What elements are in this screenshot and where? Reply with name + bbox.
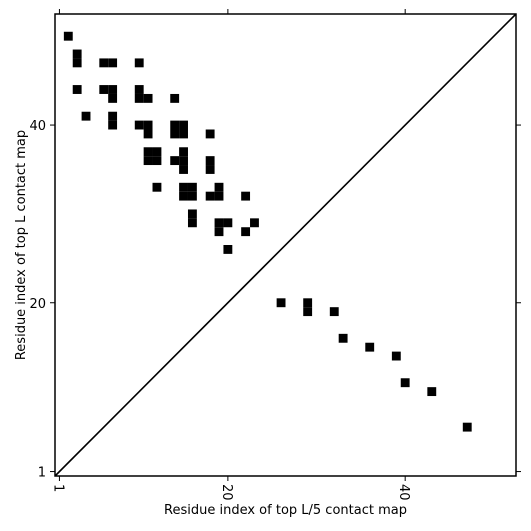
contact-point-upper [72,58,82,68]
x-axis-label: Residue index of top L/5 contact map [164,503,407,518]
contact-point-upper [205,165,215,174]
contact-point-upper [179,165,188,174]
y-tick-label: 40 [29,119,46,134]
contact-point-upper [81,111,91,121]
contact-point-upper [152,156,162,166]
contact-point-upper [187,218,197,228]
x-tick-label: 1 [50,484,65,492]
contact-point-upper [143,120,153,130]
contact-point-upper [179,182,188,192]
contact-point-lower [427,387,437,397]
contact-point-upper [187,182,197,192]
contact-point-upper [179,191,188,201]
contact-point-upper [179,129,188,139]
contact-point-upper [170,129,180,139]
contact-point-upper [134,120,144,130]
contact-point-upper [214,182,224,192]
contact-point-upper [63,31,73,41]
contact-point-upper [250,218,259,228]
contact-point-upper [241,227,251,237]
contact-point-upper [108,93,118,103]
contact-point-upper [179,156,188,166]
contact-point-upper [143,129,153,139]
contact-point-lower [338,333,348,343]
contact-point-upper [99,58,109,68]
contact-point-upper [134,93,144,103]
contact-point-upper [205,129,215,139]
contact-point-upper [108,85,118,94]
contact-point-lower [303,298,313,308]
contact-point-upper [152,147,162,157]
contact-point-upper [134,85,144,94]
contact-point-upper [214,191,224,201]
contact-point-upper [143,156,153,166]
contact-point-upper [214,227,224,237]
contact-point-upper [179,147,188,157]
contact-point-upper [108,111,118,121]
contact-point-upper [214,218,224,228]
contact-point-lower [303,307,313,317]
contact-point-upper [72,85,82,94]
y-tick-label: 1 [38,466,46,481]
contact-point-upper [108,58,118,68]
contact-point-lower [276,298,286,308]
contact-point-lower [391,351,401,361]
y-tick-label: 20 [29,297,46,312]
contact-point-upper [223,245,233,254]
x-tick-label: 20 [219,484,234,501]
y-axis-label: Residue index of top L contact map [14,130,29,360]
contact-point-upper [72,49,82,59]
contact-point-upper [170,120,180,130]
diagonal-line [54,13,517,477]
contact-point-lower [462,422,472,432]
plot-frame [54,13,517,477]
contact-point-upper [187,191,197,201]
contact-point-upper [223,218,233,228]
contact-point-upper [179,120,188,130]
contact-point-upper [205,191,215,201]
contact-point-upper [108,120,118,130]
contact-point-upper [134,58,144,68]
axis-ticks: 1 20 40 1 20 40 [29,9,521,501]
contact-point-upper [99,85,109,94]
contact-points [63,31,472,432]
contact-point-upper [152,182,162,192]
contact-point-upper [241,191,251,201]
contact-point-lower [400,378,410,388]
contact-point-upper [143,93,153,103]
contact-point-upper [170,156,180,166]
contact-point-upper [205,156,215,166]
contact-point-lower [365,342,375,352]
contact-point-upper [143,147,153,157]
contact-point-upper [187,209,197,219]
contact-point-lower [329,307,339,317]
x-tick-label: 40 [396,484,411,501]
contact-point-upper [170,93,180,103]
